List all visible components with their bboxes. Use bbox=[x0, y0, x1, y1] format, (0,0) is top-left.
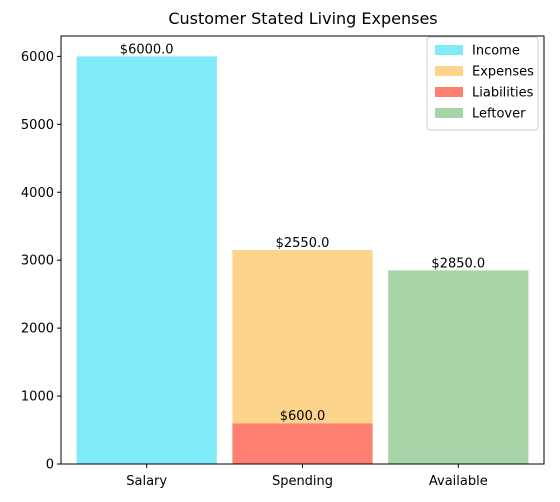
data-label-spending-expenses: $2550.0 bbox=[276, 236, 330, 251]
legend-label-income: Income bbox=[472, 44, 520, 59]
y-tick-label-2000: 2000 bbox=[21, 322, 54, 337]
data-labels-layer: $6000.0 $2550.0 $600.0 $2850.0 bbox=[120, 42, 485, 424]
x-tick-label-salary: Salary bbox=[126, 474, 167, 489]
chart-title: Customer Stated Living Expenses bbox=[168, 9, 437, 28]
bar-available-leftover bbox=[388, 270, 529, 464]
axes-layer: 0 1000 2000 3000 4000 5000 6000 Salary Spending A… bbox=[21, 35, 545, 489]
data-label-spending-liabilities: $600.0 bbox=[280, 409, 326, 424]
legend-box bbox=[426, 36, 539, 131]
bar-spending-liabilities bbox=[232, 423, 373, 464]
data-label-available-leftover: $2850.0 bbox=[431, 256, 485, 271]
data-label-salary-income: $6000.0 bbox=[120, 42, 174, 57]
legend-label-liabilities: Liabilities bbox=[472, 86, 534, 101]
x-tick-label-available: Available bbox=[429, 474, 488, 489]
legend-label-expenses: Expenses bbox=[472, 65, 534, 80]
y-tick-label-0: 0 bbox=[46, 458, 54, 473]
y-tick-label-4000: 4000 bbox=[21, 186, 54, 201]
y-tick-label-3000: 3000 bbox=[21, 254, 54, 269]
bar-salary-income bbox=[76, 56, 217, 464]
x-tick-label-spending: Spending bbox=[272, 474, 333, 489]
legend: Income Expenses Liabilities Leftover bbox=[426, 36, 539, 131]
legend-swatch-leftover bbox=[435, 108, 463, 118]
bar-spending-expenses bbox=[232, 250, 373, 424]
bars-layer bbox=[76, 56, 529, 464]
y-tick-label-1000: 1000 bbox=[21, 390, 54, 405]
y-tick-label-5000: 5000 bbox=[21, 118, 54, 133]
legend-swatch-income bbox=[435, 45, 463, 55]
legend-swatch-liabilities bbox=[435, 87, 463, 97]
y-tick-label-6000: 6000 bbox=[21, 50, 54, 65]
legend-swatch-expenses bbox=[435, 66, 463, 76]
legend-label-leftover: Leftover bbox=[472, 107, 526, 122]
